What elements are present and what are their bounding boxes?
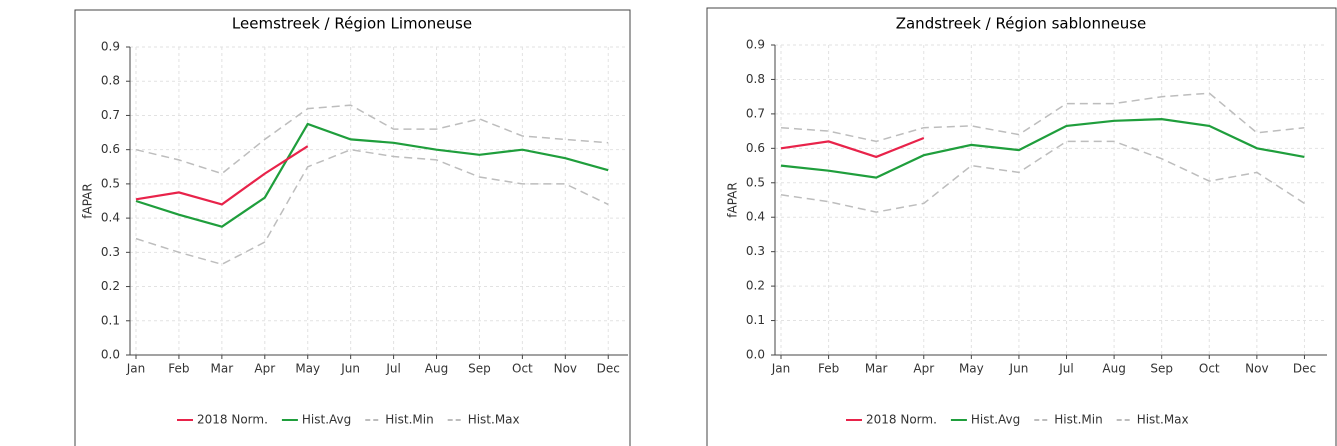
x-tick-label: Mar xyxy=(211,362,234,376)
legend-label: Hist.Max xyxy=(468,413,520,427)
series-line xyxy=(780,117,1305,179)
x-tick-label: Mar xyxy=(865,362,888,376)
chart-title: Leemstreek / Région Limoneuse xyxy=(232,15,472,33)
series-line xyxy=(780,136,925,159)
series-line xyxy=(780,140,1305,213)
y-tick-label: 0.3 xyxy=(746,244,765,258)
x-tick-label: Dec xyxy=(597,362,620,376)
x-tick-label: May xyxy=(295,362,320,376)
x-tick-label: Jun xyxy=(1009,362,1029,376)
y-tick-label: 0.6 xyxy=(101,142,120,156)
x-tick-label: Jan xyxy=(126,362,146,376)
y-tick-label: 0.7 xyxy=(746,106,765,120)
chart-title: Zandstreek / Région sablonneuse xyxy=(896,15,1147,33)
x-tick-label: Apr xyxy=(254,362,275,376)
y-tick-label: 0.1 xyxy=(101,313,120,327)
series-line xyxy=(135,122,609,228)
y-tick-label: 0.8 xyxy=(746,72,765,86)
y-tick-label: 0.6 xyxy=(746,141,765,155)
legend-label: Hist.Min xyxy=(1054,413,1102,427)
panel-frame xyxy=(74,9,631,446)
panel-frame xyxy=(706,7,1337,446)
y-tick-label: 0.8 xyxy=(101,74,120,88)
series-line xyxy=(135,145,309,206)
x-tick-label: Aug xyxy=(425,362,448,376)
y-tick-label: 0.1 xyxy=(746,313,765,327)
y-tick-label: 0.9 xyxy=(746,38,765,52)
legend-label: Hist.Max xyxy=(1137,413,1189,427)
x-tick-label: Jul xyxy=(385,362,400,376)
y-axis-label: fAPAR xyxy=(81,183,95,218)
y-tick-label: 0.4 xyxy=(101,211,120,225)
x-tick-label: Jul xyxy=(1058,362,1073,376)
y-tick-label: 0.4 xyxy=(746,210,765,224)
x-tick-label: Sep xyxy=(1150,362,1173,376)
x-tick-label: Apr xyxy=(913,362,934,376)
legend-label: 2018 Norm. xyxy=(197,413,268,427)
x-tick-label: Oct xyxy=(1199,362,1220,376)
y-tick-label: 0.5 xyxy=(101,176,120,190)
x-tick-label: Jun xyxy=(340,362,360,376)
y-tick-label: 0.9 xyxy=(101,40,120,54)
y-tick-label: 0.0 xyxy=(746,348,765,362)
x-tick-label: Sep xyxy=(468,362,491,376)
y-tick-label: 0.5 xyxy=(746,175,765,189)
y-tick-label: 0.0 xyxy=(101,348,120,362)
x-tick-label: Feb xyxy=(168,362,189,376)
x-tick-label: Jan xyxy=(771,362,791,376)
y-tick-label: 0.7 xyxy=(101,108,120,122)
x-tick-label: Aug xyxy=(1102,362,1125,376)
series-line xyxy=(135,148,609,266)
x-tick-label: Nov xyxy=(554,362,577,376)
x-tick-label: May xyxy=(959,362,984,376)
legend-label: Hist.Avg xyxy=(971,413,1020,427)
legend-label: Hist.Avg xyxy=(302,413,351,427)
legend-label: 2018 Norm. xyxy=(866,413,937,427)
legend-label: Hist.Min xyxy=(385,413,433,427)
x-tick-label: Oct xyxy=(512,362,533,376)
x-tick-label: Feb xyxy=(818,362,839,376)
y-tick-label: 0.3 xyxy=(101,245,120,259)
y-tick-label: 0.2 xyxy=(101,279,120,293)
x-tick-label: Nov xyxy=(1245,362,1268,376)
y-tick-label: 0.2 xyxy=(746,279,765,293)
x-tick-label: Dec xyxy=(1293,362,1316,376)
series-line xyxy=(135,104,609,175)
y-axis-label: fAPAR xyxy=(726,182,740,217)
